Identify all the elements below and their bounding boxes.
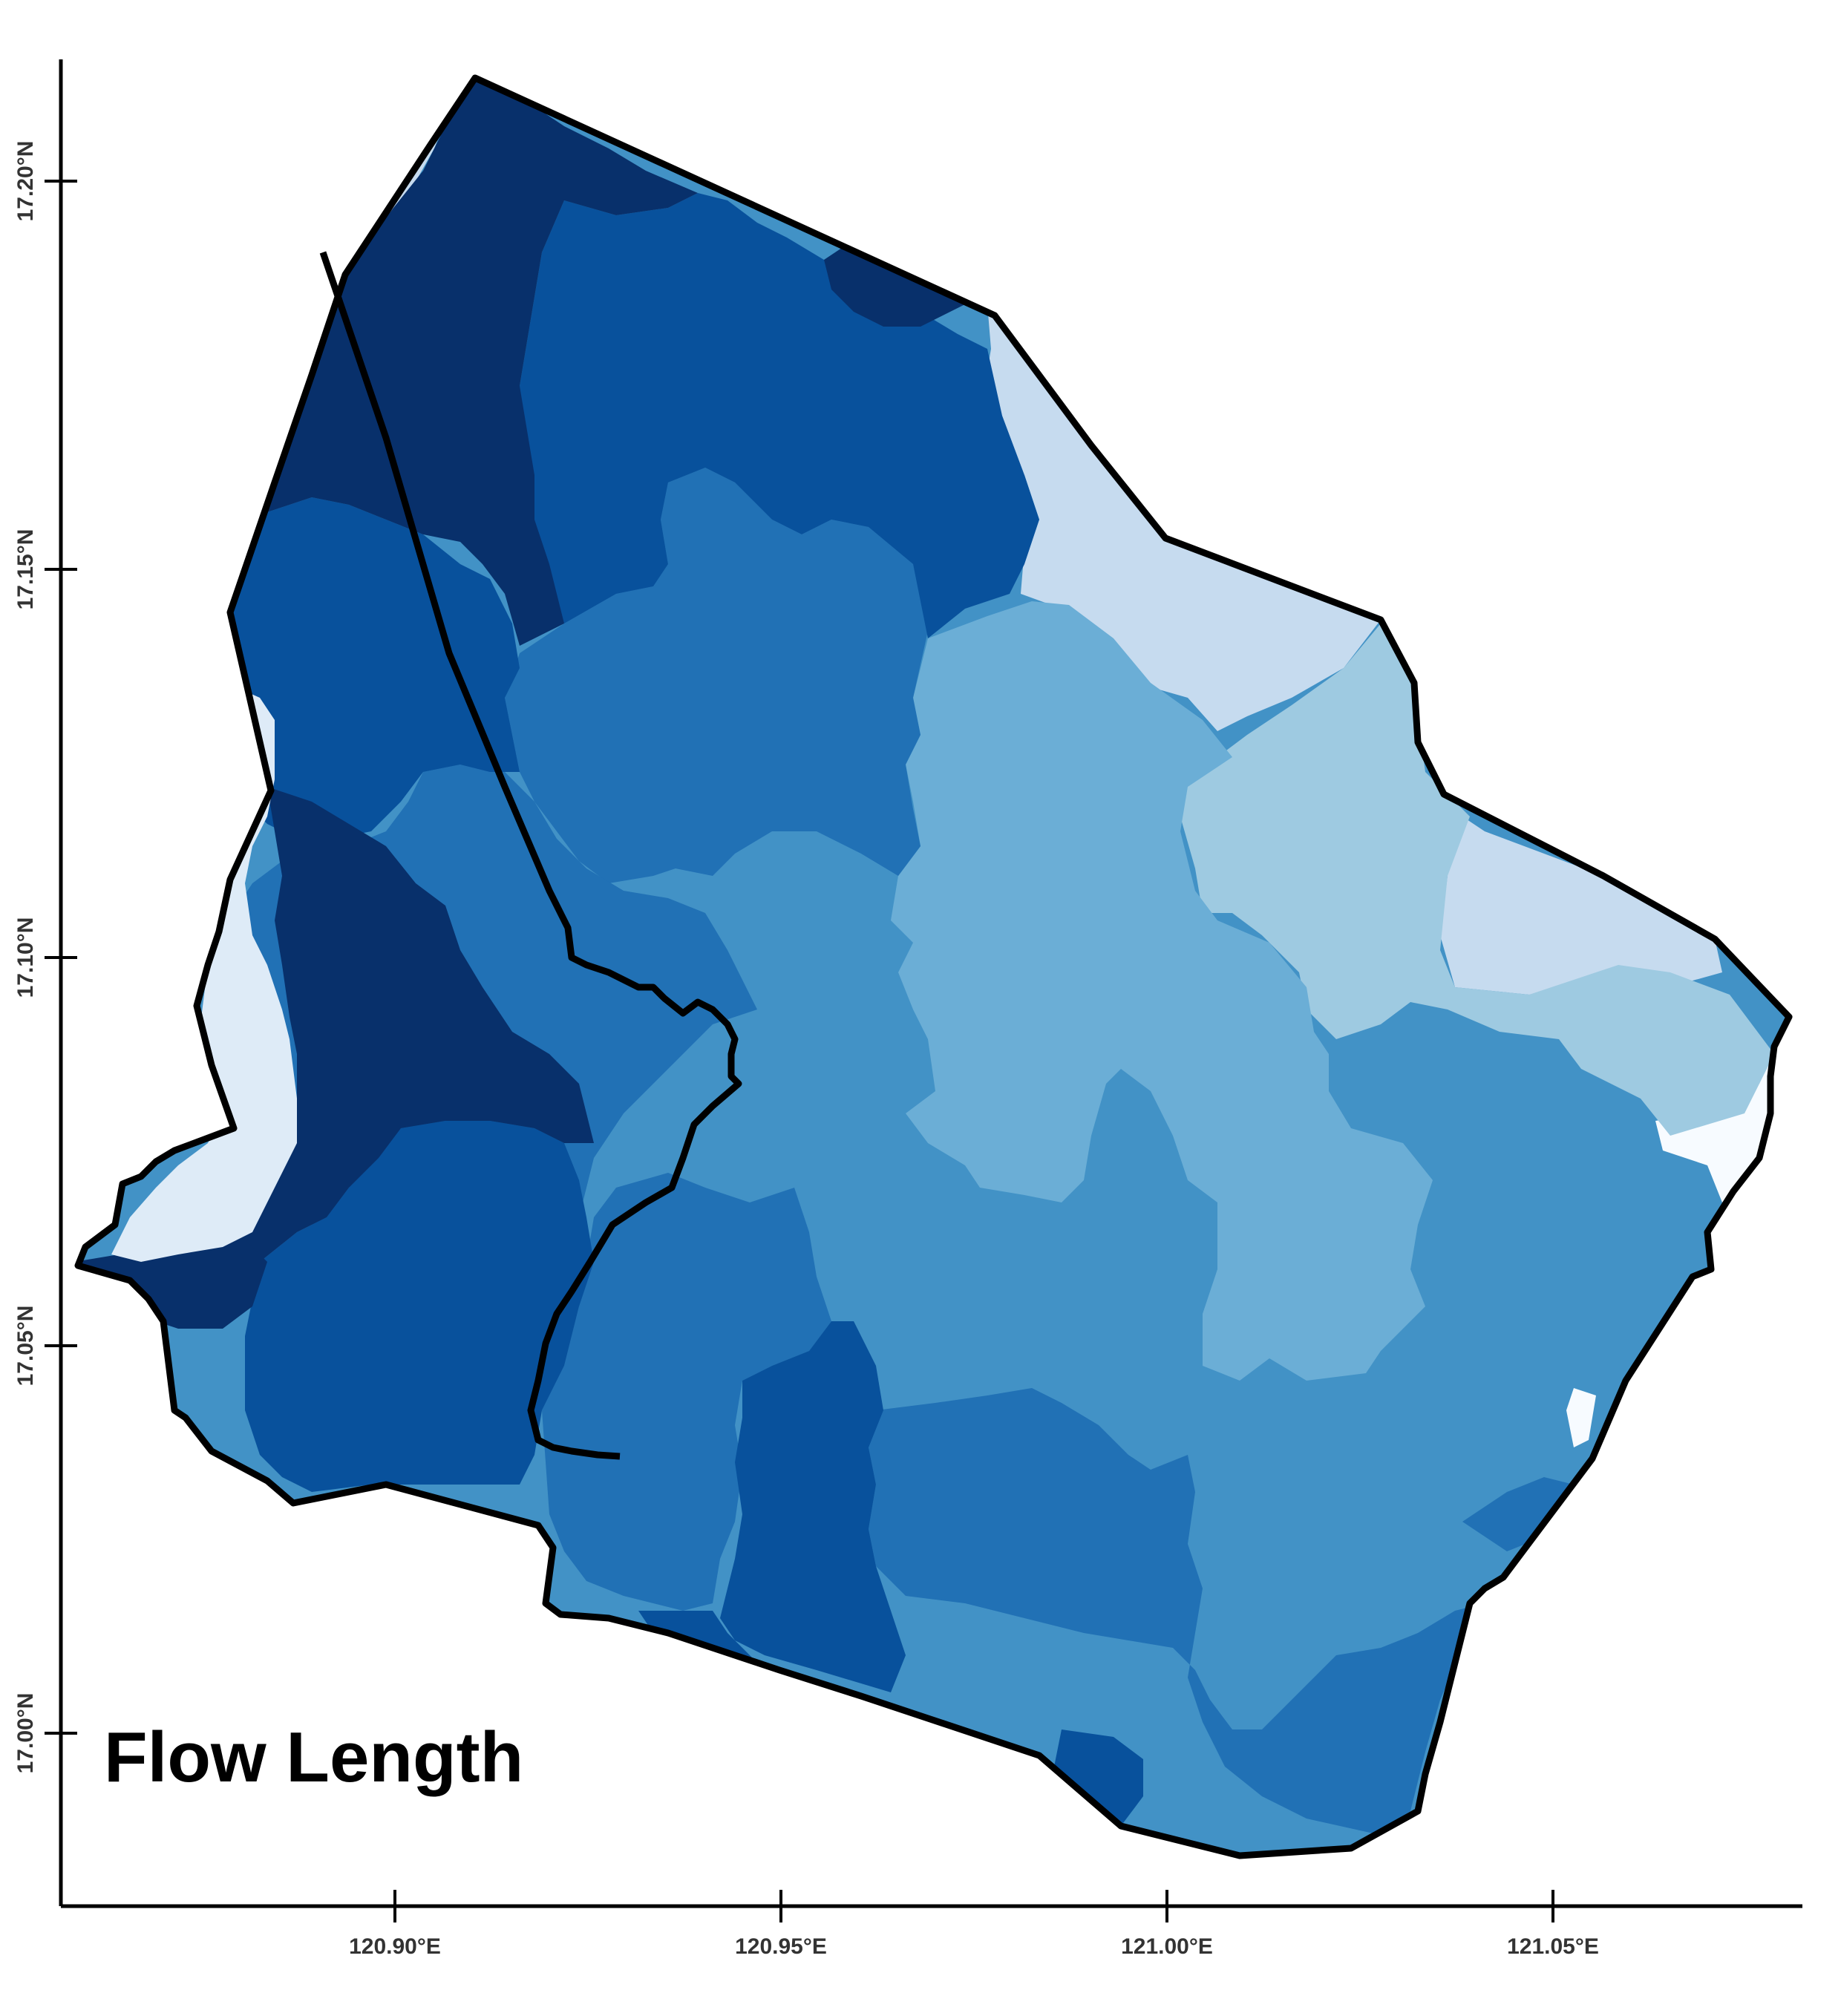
map-title: Flow Length <box>104 1718 523 1797</box>
zone-east-lobe-pale <box>1440 802 1722 995</box>
y-axis-tick-labels: 17.20°N 17.15°N 17.10°N 17.05°N 17.00°N <box>13 141 38 1774</box>
zone-southeast-mid <box>1462 1477 1581 1551</box>
y-axis-ticks <box>45 180 77 1735</box>
zone-central-lightblue <box>891 601 1433 1381</box>
y-tick-label: 17.15°N <box>13 529 38 610</box>
x-axis-ticks <box>393 1890 1554 1922</box>
x-axis-tick-labels: 120.90°E 120.95°E 121.00°E 121.05°E <box>349 1934 1599 1959</box>
zone-south-mid <box>542 1173 831 1611</box>
zone-west-dark <box>223 497 520 839</box>
x-tick-label: 120.90°E <box>349 1934 441 1959</box>
zone-south-tip-dark <box>1054 1729 1143 1826</box>
x-tick-label: 120.95°E <box>735 1934 827 1959</box>
y-tick-label: 17.10°N <box>13 917 38 998</box>
zone-northeast-darkest <box>824 245 965 327</box>
x-tick-label: 121.05°E <box>1507 1934 1599 1959</box>
zone-southwest-dark <box>245 1121 594 1492</box>
zone-east-lightblue <box>1180 624 1774 1136</box>
y-tick-label: 17.20°N <box>13 141 38 222</box>
map-axes <box>59 59 1802 1908</box>
zone-southeast-white <box>1566 1388 1596 1447</box>
zone-central-mid-upper <box>505 468 928 883</box>
zone-south-mid-b <box>869 1388 1485 1833</box>
zone-northeast-light <box>980 304 1381 731</box>
zone-north-darkest <box>230 78 698 646</box>
x-tick-label: 121.00°E <box>1121 1934 1213 1959</box>
zone-south-dark <box>720 1321 906 1692</box>
zone-north-dark <box>520 193 1039 638</box>
y-tick-label: 17.05°N <box>13 1306 38 1387</box>
basin-outline <box>74 74 1793 1859</box>
zone-west-edge-pale <box>111 683 297 1262</box>
sub-basin-divide <box>319 251 742 1460</box>
y-tick-label: 17.00°N <box>13 1693 38 1774</box>
